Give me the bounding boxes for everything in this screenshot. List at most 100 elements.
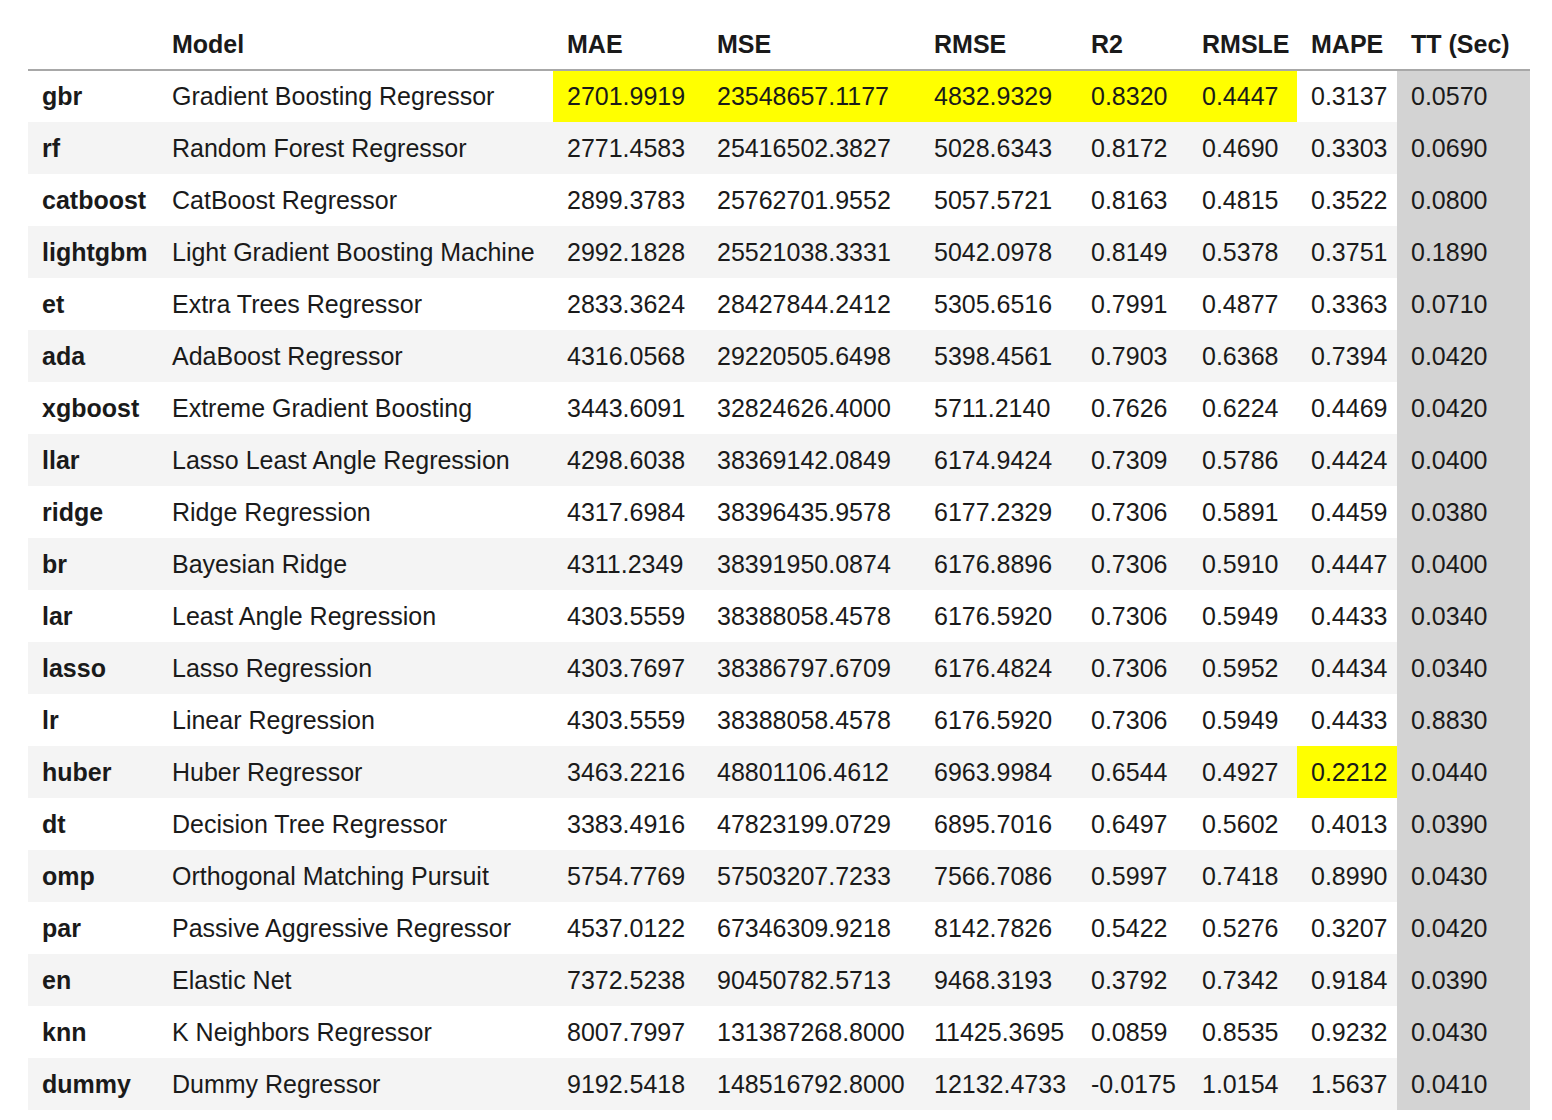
cell-r2: 0.5422 bbox=[1077, 902, 1188, 954]
cell-rmse: 5042.0978 bbox=[920, 226, 1077, 278]
cell-mse: 131387268.8000 bbox=[703, 1006, 920, 1058]
cell-r2: 0.8149 bbox=[1077, 226, 1188, 278]
cell-mse: 28427844.2412 bbox=[703, 278, 920, 330]
cell-mae: 4303.5559 bbox=[553, 694, 703, 746]
table-row: enElastic Net7372.523890450782.57139468.… bbox=[28, 954, 1530, 1006]
cell-mae: 2833.3624 bbox=[553, 278, 703, 330]
cell-mse: 25762701.9552 bbox=[703, 174, 920, 226]
table-row: ridgeRidge Regression4317.698438396435.9… bbox=[28, 486, 1530, 538]
cell-mse: 38388058.4578 bbox=[703, 694, 920, 746]
cell-rmsle: 0.6368 bbox=[1188, 330, 1297, 382]
cell-mape: 0.4469 bbox=[1297, 382, 1397, 434]
row-index-label: lightgbm bbox=[28, 226, 158, 278]
cell-r2: 0.7626 bbox=[1077, 382, 1188, 434]
cell-tt: 0.0420 bbox=[1397, 902, 1530, 954]
cell-mape: 0.3751 bbox=[1297, 226, 1397, 278]
cell-r2: 0.7903 bbox=[1077, 330, 1188, 382]
table-row: rfRandom Forest Regressor2771.4583254165… bbox=[28, 122, 1530, 174]
cell-mape: 0.3137 bbox=[1297, 70, 1397, 122]
cell-r2: -0.0175 bbox=[1077, 1058, 1188, 1110]
cell-rmse: 5305.6516 bbox=[920, 278, 1077, 330]
cell-mae: 8007.7997 bbox=[553, 1006, 703, 1058]
cell-mse: 25416502.3827 bbox=[703, 122, 920, 174]
cell-mae: 4537.0122 bbox=[553, 902, 703, 954]
cell-tt: 0.0380 bbox=[1397, 486, 1530, 538]
cell-mse: 90450782.5713 bbox=[703, 954, 920, 1006]
column-header-model: Model bbox=[158, 20, 553, 70]
cell-r2: 0.7306 bbox=[1077, 694, 1188, 746]
table-row: huberHuber Regressor3463.221648801106.46… bbox=[28, 746, 1530, 798]
cell-rmsle: 0.7342 bbox=[1188, 954, 1297, 1006]
cell-tt: 0.0390 bbox=[1397, 954, 1530, 1006]
cell-rmsle: 0.4690 bbox=[1188, 122, 1297, 174]
cell-mape: 1.5637 bbox=[1297, 1058, 1397, 1110]
cell-mse: 32824626.4000 bbox=[703, 382, 920, 434]
cell-mae: 4316.0568 bbox=[553, 330, 703, 382]
cell-rmsle: 0.4927 bbox=[1188, 746, 1297, 798]
row-index-label: catboost bbox=[28, 174, 158, 226]
cell-rmse: 6176.5920 bbox=[920, 590, 1077, 642]
cell-r2: 0.7306 bbox=[1077, 538, 1188, 590]
cell-tt: 0.0420 bbox=[1397, 382, 1530, 434]
row-index-label: lar bbox=[28, 590, 158, 642]
row-index-label: par bbox=[28, 902, 158, 954]
cell-tt: 0.0430 bbox=[1397, 1006, 1530, 1058]
cell-mse: 47823199.0729 bbox=[703, 798, 920, 850]
cell-model: Extreme Gradient Boosting bbox=[158, 382, 553, 434]
cell-mape: 0.4459 bbox=[1297, 486, 1397, 538]
cell-mse: 38388058.4578 bbox=[703, 590, 920, 642]
cell-mae: 2701.9919 bbox=[553, 70, 703, 122]
cell-model: Extra Trees Regressor bbox=[158, 278, 553, 330]
cell-mape: 0.3522 bbox=[1297, 174, 1397, 226]
cell-tt: 0.0400 bbox=[1397, 538, 1530, 590]
cell-r2: 0.8172 bbox=[1077, 122, 1188, 174]
row-index-label: omp bbox=[28, 850, 158, 902]
table-row: knnK Neighbors Regressor8007.79971313872… bbox=[28, 1006, 1530, 1058]
cell-mae: 3463.2216 bbox=[553, 746, 703, 798]
row-index-label: ridge bbox=[28, 486, 158, 538]
row-index-label: ada bbox=[28, 330, 158, 382]
cell-model: Least Angle Regression bbox=[158, 590, 553, 642]
cell-mse: 148516792.8000 bbox=[703, 1058, 920, 1110]
cell-mape: 0.4013 bbox=[1297, 798, 1397, 850]
column-header-rmse: RMSE bbox=[920, 20, 1077, 70]
index-column-header bbox=[28, 20, 158, 70]
table-row: lassoLasso Regression4303.769738386797.6… bbox=[28, 642, 1530, 694]
cell-model: Huber Regressor bbox=[158, 746, 553, 798]
cell-rmse: 6176.8896 bbox=[920, 538, 1077, 590]
cell-mae: 7372.5238 bbox=[553, 954, 703, 1006]
row-index-label: rf bbox=[28, 122, 158, 174]
table-body: gbrGradient Boosting Regressor2701.99192… bbox=[28, 70, 1530, 1110]
cell-mape: 0.8990 bbox=[1297, 850, 1397, 902]
table-row: gbrGradient Boosting Regressor2701.99192… bbox=[28, 70, 1530, 122]
cell-mse: 29220505.6498 bbox=[703, 330, 920, 382]
cell-rmsle: 0.8535 bbox=[1188, 1006, 1297, 1058]
model-comparison-table: ModelMAEMSERMSER2RMSLEMAPETT (Sec) gbrGr… bbox=[28, 20, 1530, 1110]
column-header-mape: MAPE bbox=[1297, 20, 1397, 70]
table-row: dtDecision Tree Regressor3383.4916478231… bbox=[28, 798, 1530, 850]
cell-tt: 0.0800 bbox=[1397, 174, 1530, 226]
cell-mape: 0.4433 bbox=[1297, 590, 1397, 642]
cell-rmsle: 0.5949 bbox=[1188, 694, 1297, 746]
cell-model: Passive Aggressive Regressor bbox=[158, 902, 553, 954]
cell-rmsle: 0.5276 bbox=[1188, 902, 1297, 954]
cell-mse: 23548657.1177 bbox=[703, 70, 920, 122]
cell-rmsle: 0.5786 bbox=[1188, 434, 1297, 486]
cell-mae: 5754.7769 bbox=[553, 850, 703, 902]
cell-tt: 0.1890 bbox=[1397, 226, 1530, 278]
row-index-label: en bbox=[28, 954, 158, 1006]
cell-tt: 0.0410 bbox=[1397, 1058, 1530, 1110]
cell-r2: 0.5997 bbox=[1077, 850, 1188, 902]
cell-mae: 2992.1828 bbox=[553, 226, 703, 278]
cell-model: Ridge Regression bbox=[158, 486, 553, 538]
cell-rmsle: 0.6224 bbox=[1188, 382, 1297, 434]
table-row: parPassive Aggressive Regressor4537.0122… bbox=[28, 902, 1530, 954]
cell-mae: 4317.6984 bbox=[553, 486, 703, 538]
row-index-label: gbr bbox=[28, 70, 158, 122]
cell-rmsle: 0.4815 bbox=[1188, 174, 1297, 226]
cell-mape: 0.2212 bbox=[1297, 746, 1397, 798]
cell-mape: 0.4434 bbox=[1297, 642, 1397, 694]
table-row: adaAdaBoost Regressor4316.056829220505.6… bbox=[28, 330, 1530, 382]
cell-rmsle: 0.5891 bbox=[1188, 486, 1297, 538]
cell-r2: 0.8163 bbox=[1077, 174, 1188, 226]
